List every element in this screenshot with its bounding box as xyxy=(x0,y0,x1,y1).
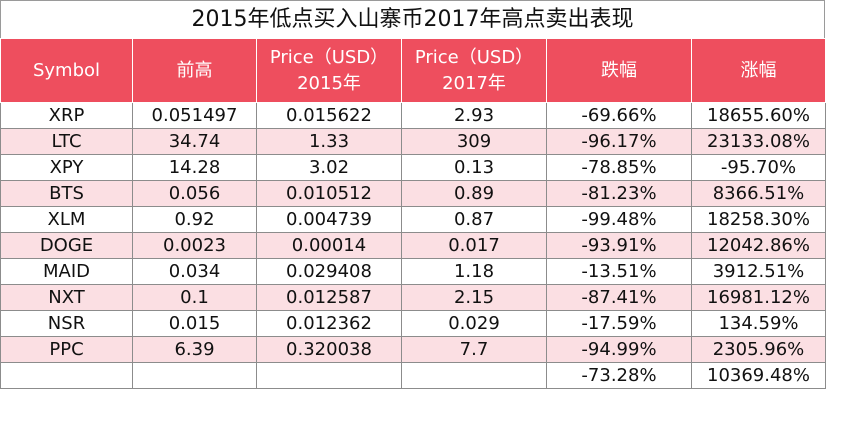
cell-gain[interactable]: 8366.51% xyxy=(691,180,826,207)
cell-symbol[interactable]: PPC xyxy=(0,336,133,363)
cell-price-2017[interactable]: 0.89 xyxy=(401,180,547,207)
header-symbol[interactable]: Symbol xyxy=(0,38,133,103)
summary-row: -73.28% 10369.48% xyxy=(0,362,826,389)
cell-high[interactable]: 0.015 xyxy=(132,310,257,337)
cell-symbol[interactable]: DOGE xyxy=(0,232,133,259)
header-price-2017-line1: Price（USD） xyxy=(414,46,534,68)
cell-high[interactable] xyxy=(132,362,257,389)
cell-price-2015[interactable]: 0.015622 xyxy=(256,102,402,129)
cell-drop[interactable]: -69.66% xyxy=(546,102,692,129)
cell-drop[interactable]: -94.99% xyxy=(546,336,692,363)
cell-symbol[interactable] xyxy=(0,362,133,389)
cell-drop[interactable]: -81.23% xyxy=(546,180,692,207)
header-row: Symbol 前高 Price（USD） 2015年 Price（USD） 20… xyxy=(0,38,826,103)
cell-price-2015[interactable]: 0.012362 xyxy=(256,310,402,337)
cell-price-2015[interactable] xyxy=(256,362,402,389)
cell-drop[interactable]: -93.91% xyxy=(546,232,692,259)
cell-high[interactable]: 6.39 xyxy=(132,336,257,363)
cell-gain[interactable]: 16981.12% xyxy=(691,284,826,311)
cell-gain[interactable]: 12042.86% xyxy=(691,232,826,259)
cell-gain[interactable]: 18655.60% xyxy=(691,102,826,129)
cell-symbol[interactable]: XPY xyxy=(0,154,133,181)
cell-drop[interactable]: -78.85% xyxy=(546,154,692,181)
cell-price-2017[interactable] xyxy=(401,362,547,389)
cell-price-2017[interactable]: 1.18 xyxy=(401,258,547,285)
table-row: XRP 0.051497 0.015622 2.93 -69.66% 18655… xyxy=(0,102,826,129)
table-row: MAID 0.034 0.029408 1.18 -13.51% 3912.51… xyxy=(0,258,826,285)
cell-drop[interactable]: -87.41% xyxy=(546,284,692,311)
cell-drop-average[interactable]: -73.28% xyxy=(546,362,692,389)
cell-symbol[interactable]: XRP xyxy=(0,102,133,129)
cell-high[interactable]: 34.74 xyxy=(132,128,257,155)
cell-gain[interactable]: 3912.51% xyxy=(691,258,826,285)
header-price-2015[interactable]: Price（USD） 2015年 xyxy=(256,38,402,103)
cell-price-2017[interactable]: 0.87 xyxy=(401,206,547,233)
cell-price-2015[interactable]: 3.02 xyxy=(256,154,402,181)
cell-price-2017[interactable]: 0.13 xyxy=(401,154,547,181)
table-row: BTS 0.056 0.010512 0.89 -81.23% 8366.51% xyxy=(0,180,826,207)
cell-gain[interactable]: 2305.96% xyxy=(691,336,826,363)
table-row: LTC 34.74 1.33 309 -96.17% 23133.08% xyxy=(0,128,826,155)
header-price-2017[interactable]: Price（USD） 2017年 xyxy=(401,38,547,103)
table-row: NXT 0.1 0.012587 2.15 -87.41% 16981.12% xyxy=(0,284,826,311)
table-row: NSR 0.015 0.012362 0.029 -17.59% 134.59% xyxy=(0,310,826,337)
cell-drop[interactable]: -17.59% xyxy=(546,310,692,337)
data-table: Symbol 前高 Price（USD） 2015年 Price（USD） 20… xyxy=(0,38,826,389)
header-price-2015-line1: Price（USD） xyxy=(269,46,389,68)
cell-high[interactable]: 14.28 xyxy=(132,154,257,181)
cell-price-2015[interactable]: 0.029408 xyxy=(256,258,402,285)
cell-price-2015[interactable]: 1.33 xyxy=(256,128,402,155)
cell-gain[interactable]: 23133.08% xyxy=(691,128,826,155)
table-row: XLM 0.92 0.004739 0.87 -99.48% 18258.30% xyxy=(0,206,826,233)
cell-gain[interactable]: 18258.30% xyxy=(691,206,826,233)
cell-price-2017[interactable]: 2.15 xyxy=(401,284,547,311)
cell-high[interactable]: 0.0023 xyxy=(132,232,257,259)
header-high[interactable]: 前高 xyxy=(132,38,257,103)
header-price-2015-line2: 2015年 xyxy=(297,72,361,94)
cell-symbol[interactable]: XLM xyxy=(0,206,133,233)
table-row: PPC 6.39 0.320038 7.7 -94.99% 2305.96% xyxy=(0,336,826,363)
cell-price-2015[interactable]: 0.00014 xyxy=(256,232,402,259)
cell-price-2017[interactable]: 0.017 xyxy=(401,232,547,259)
cell-price-2017[interactable]: 0.029 xyxy=(401,310,547,337)
cell-drop[interactable]: -96.17% xyxy=(546,128,692,155)
header-gain[interactable]: 涨幅 xyxy=(691,38,826,103)
cell-symbol[interactable]: NXT xyxy=(0,284,133,311)
cell-symbol[interactable]: MAID xyxy=(0,258,133,285)
cell-symbol[interactable]: BTS xyxy=(0,180,133,207)
cell-price-2015[interactable]: 0.004739 xyxy=(256,206,402,233)
cell-drop[interactable]: -13.51% xyxy=(546,258,692,285)
table-title: 2015年低点买入山寨币2017年高点卖出表现 xyxy=(0,0,825,38)
cell-gain[interactable]: 134.59% xyxy=(691,310,826,337)
cell-gain[interactable]: -95.70% xyxy=(691,154,826,181)
cell-high[interactable]: 0.056 xyxy=(132,180,257,207)
cell-price-2015[interactable]: 0.320038 xyxy=(256,336,402,363)
table-row: XPY 14.28 3.02 0.13 -78.85% -95.70% xyxy=(0,154,826,181)
cell-symbol[interactable]: NSR xyxy=(0,310,133,337)
cell-high[interactable]: 0.1 xyxy=(132,284,257,311)
cell-price-2017[interactable]: 2.93 xyxy=(401,102,547,129)
cell-gain-average[interactable]: 10369.48% xyxy=(691,362,826,389)
cell-high[interactable]: 0.92 xyxy=(132,206,257,233)
cell-symbol[interactable]: LTC xyxy=(0,128,133,155)
cell-high[interactable]: 0.034 xyxy=(132,258,257,285)
table-row: DOGE 0.0023 0.00014 0.017 -93.91% 12042.… xyxy=(0,232,826,259)
cell-price-2015[interactable]: 0.010512 xyxy=(256,180,402,207)
cell-high[interactable]: 0.051497 xyxy=(132,102,257,129)
header-drop[interactable]: 跌幅 xyxy=(546,38,692,103)
cell-drop[interactable]: -99.48% xyxy=(546,206,692,233)
header-price-2017-line2: 2017年 xyxy=(442,72,506,94)
cell-price-2017[interactable]: 7.7 xyxy=(401,336,547,363)
cell-price-2017[interactable]: 309 xyxy=(401,128,547,155)
cell-price-2015[interactable]: 0.012587 xyxy=(256,284,402,311)
